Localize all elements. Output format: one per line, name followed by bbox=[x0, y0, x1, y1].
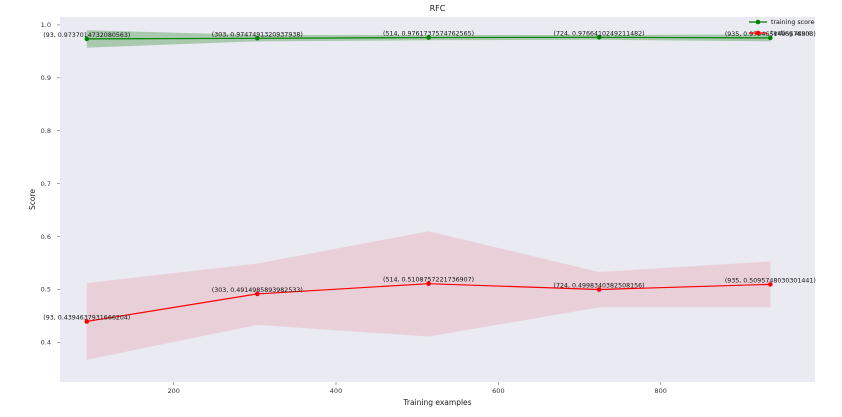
series-points bbox=[84, 34, 773, 324]
legend-testing-score-marker bbox=[755, 30, 761, 36]
x-tick-label: 400 bbox=[330, 387, 342, 395]
y-axis-ticks: 0.4 0.5 0.6 0.7 0.8 0.9 1.0 bbox=[41, 21, 60, 347]
chart-title: RFC bbox=[430, 4, 446, 13]
testing-score-band bbox=[86, 231, 771, 360]
training-score-point-label: (724, 0.9766410249211482) bbox=[554, 30, 645, 37]
testing-score-point bbox=[596, 287, 602, 292]
testing-score-point bbox=[84, 319, 90, 324]
legend-training-score-label: training score bbox=[771, 19, 814, 26]
y-tick-label: 0.7 bbox=[41, 180, 51, 188]
testing-score-point-label: (935, 0.5095748030301441) bbox=[725, 277, 816, 284]
testing-score-point bbox=[426, 281, 431, 286]
x-tick-label: 600 bbox=[492, 387, 504, 395]
y-tick-label: 1.0 bbox=[41, 21, 51, 29]
training-score-point bbox=[426, 35, 431, 40]
y-tick-label: 0.4 bbox=[41, 339, 51, 347]
training-score-point-label: (303, 0.9747491320937938) bbox=[212, 31, 303, 38]
x-axis-title: Training examples bbox=[402, 398, 471, 407]
training-score-point bbox=[84, 36, 90, 42]
legend-testing-score-label: testing score bbox=[771, 30, 812, 37]
y-axis-title: Score bbox=[28, 189, 37, 210]
testing-score-point-label: (93, 0.4394637931666204) bbox=[43, 314, 130, 321]
x-tick-label: 200 bbox=[167, 387, 179, 395]
training-score-point-label: (514, 0.9761737574762565) bbox=[383, 31, 474, 38]
legend-training-score-marker bbox=[755, 19, 761, 25]
training-score-point bbox=[768, 35, 773, 41]
training-score-point bbox=[596, 34, 602, 40]
plot-area bbox=[60, 17, 815, 382]
testing-score-point-label: (724, 0.4998340382508156) bbox=[554, 283, 645, 290]
y-tick-label: 0.8 bbox=[41, 127, 51, 135]
y-tick-label: 0.6 bbox=[41, 233, 51, 241]
y-tick-label: 0.9 bbox=[41, 74, 51, 82]
testing-score-point-label: (514, 0.5108757221736907) bbox=[383, 277, 474, 284]
legend: training score testing score bbox=[749, 19, 814, 37]
testing-score-point-label: (303, 0.4914985893982533) bbox=[212, 287, 303, 294]
point-labels: (93, 0.9737014732080563) (303, 0.97474913… bbox=[43, 30, 816, 321]
testing-score-point bbox=[254, 291, 260, 297]
training-score-point-label: (935, 0.9754651495578503) bbox=[725, 31, 816, 38]
training-score-point bbox=[254, 35, 260, 41]
y-tick-label: 0.5 bbox=[41, 286, 51, 294]
x-axis-ticks: 200 400 600 800 bbox=[167, 382, 667, 395]
x-tick-label: 800 bbox=[655, 387, 667, 395]
testing-score-point bbox=[768, 282, 773, 287]
training-score-point-label: (93, 0.9737014732080563) bbox=[43, 32, 130, 39]
